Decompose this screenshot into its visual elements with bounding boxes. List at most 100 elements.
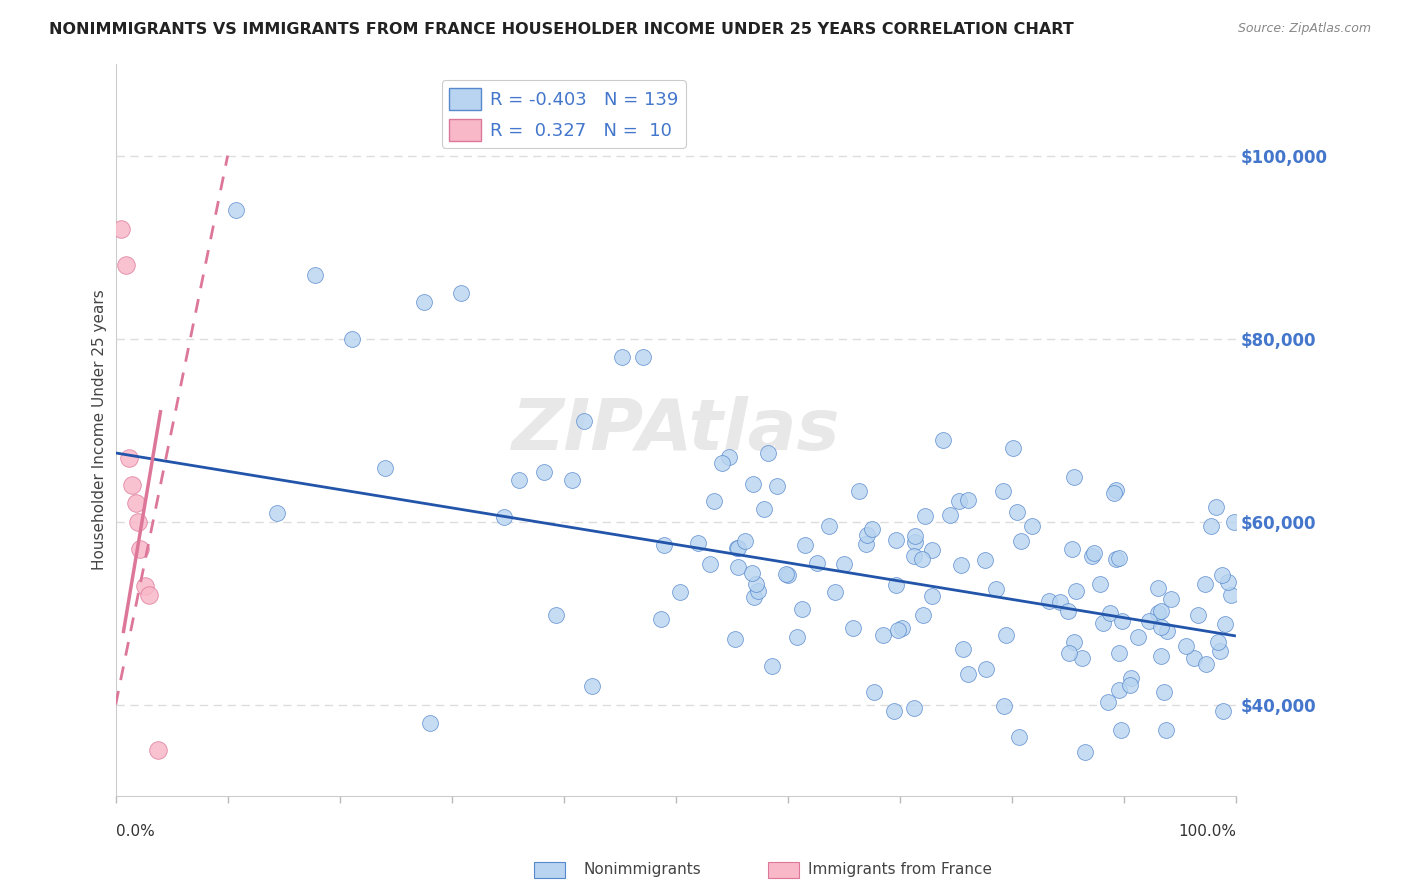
Point — [1060, 541, 1083, 556]
Point — [148, 743, 170, 757]
Point — [1137, 614, 1160, 628]
Point — [1219, 588, 1241, 602]
Point — [932, 433, 955, 447]
Point — [1105, 552, 1128, 566]
Point — [1098, 606, 1121, 620]
Point — [761, 659, 783, 673]
Point — [1174, 639, 1197, 653]
Point — [1049, 595, 1071, 609]
Point — [1083, 546, 1105, 560]
Point — [948, 493, 970, 508]
Point — [572, 414, 595, 428]
Text: NONIMMIGRANTS VS IMMIGRANTS FROM FRANCE HOUSEHOLDER INCOME UNDER 25 YEARS CORREL: NONIMMIGRANTS VS IMMIGRANTS FROM FRANCE … — [49, 22, 1074, 37]
Point — [725, 541, 748, 556]
Point — [669, 585, 692, 599]
Point — [450, 285, 472, 300]
Point — [976, 662, 998, 676]
Point — [703, 494, 725, 508]
Point — [1010, 533, 1032, 548]
Point — [912, 607, 935, 622]
Point — [1160, 592, 1182, 607]
Point — [884, 533, 907, 547]
Point — [650, 612, 672, 626]
Point — [1209, 644, 1232, 658]
Point — [1118, 678, 1140, 692]
Point — [1146, 581, 1168, 595]
Point — [1182, 651, 1205, 665]
Point — [717, 450, 740, 464]
Point — [1038, 593, 1060, 607]
Y-axis label: Householder Income Under 25 years: Householder Income Under 25 years — [93, 290, 107, 571]
Point — [581, 679, 603, 693]
Point — [832, 557, 855, 571]
Point — [910, 552, 932, 566]
Point — [1091, 616, 1114, 631]
Point — [1108, 646, 1130, 660]
Point — [1109, 723, 1132, 737]
Point — [752, 501, 775, 516]
Point — [745, 576, 768, 591]
Point — [904, 529, 927, 543]
Point — [1063, 470, 1085, 484]
Point — [921, 589, 943, 603]
Point — [138, 588, 160, 602]
Point — [860, 522, 883, 536]
Point — [114, 259, 136, 273]
Point — [952, 642, 974, 657]
Point — [904, 535, 927, 549]
Point — [419, 715, 441, 730]
Point — [1195, 657, 1218, 671]
Point — [903, 549, 925, 564]
Point — [939, 508, 962, 522]
Point — [1205, 500, 1227, 514]
Point — [1216, 575, 1239, 590]
Point — [1194, 577, 1216, 591]
Point — [914, 508, 936, 523]
Point — [1212, 704, 1234, 718]
Text: Immigrants from France: Immigrants from France — [808, 863, 993, 877]
Point — [561, 473, 583, 487]
Point — [727, 541, 749, 556]
Point — [734, 533, 756, 548]
Point — [1222, 515, 1244, 529]
Point — [1156, 723, 1178, 737]
Point — [855, 537, 877, 551]
Point — [817, 519, 839, 533]
Point — [806, 556, 828, 570]
Point — [688, 536, 710, 550]
Point — [949, 558, 972, 572]
Point — [121, 478, 143, 492]
Point — [984, 582, 1007, 596]
Text: Source: ZipAtlas.com: Source: ZipAtlas.com — [1237, 22, 1371, 36]
Point — [1150, 648, 1173, 663]
Point — [747, 584, 769, 599]
Point — [1199, 519, 1222, 533]
Text: 0.0%: 0.0% — [115, 823, 155, 838]
Point — [508, 473, 530, 487]
Point — [921, 542, 943, 557]
Point — [699, 557, 721, 571]
Point — [1063, 635, 1085, 649]
Point — [711, 456, 734, 470]
Legend: R = -0.403   N = 139, R =  0.327   N =  10: R = -0.403 N = 139, R = 0.327 N = 10 — [441, 80, 686, 148]
Point — [110, 221, 132, 235]
Point — [974, 552, 997, 566]
Point — [225, 203, 247, 218]
Point — [127, 515, 149, 529]
Point — [546, 607, 568, 622]
Point — [884, 578, 907, 592]
Point — [848, 484, 870, 499]
Point — [863, 685, 886, 699]
Point — [790, 602, 813, 616]
Point — [991, 483, 1014, 498]
Point — [1108, 682, 1130, 697]
Point — [1071, 650, 1094, 665]
Point — [724, 632, 747, 646]
Point — [890, 621, 912, 635]
Point — [1150, 604, 1173, 618]
Point — [610, 350, 633, 364]
Point — [1073, 745, 1095, 759]
Point — [1059, 646, 1081, 660]
Text: ZIPAtlas: ZIPAtlas — [512, 395, 839, 465]
Point — [652, 538, 675, 552]
